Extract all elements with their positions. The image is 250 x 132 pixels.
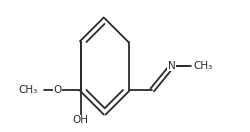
Text: CH₃: CH₃ (193, 61, 212, 71)
Text: N: N (168, 61, 176, 71)
Text: OH: OH (73, 115, 89, 125)
Text: CH₃: CH₃ (18, 85, 38, 95)
Text: O: O (53, 85, 61, 95)
